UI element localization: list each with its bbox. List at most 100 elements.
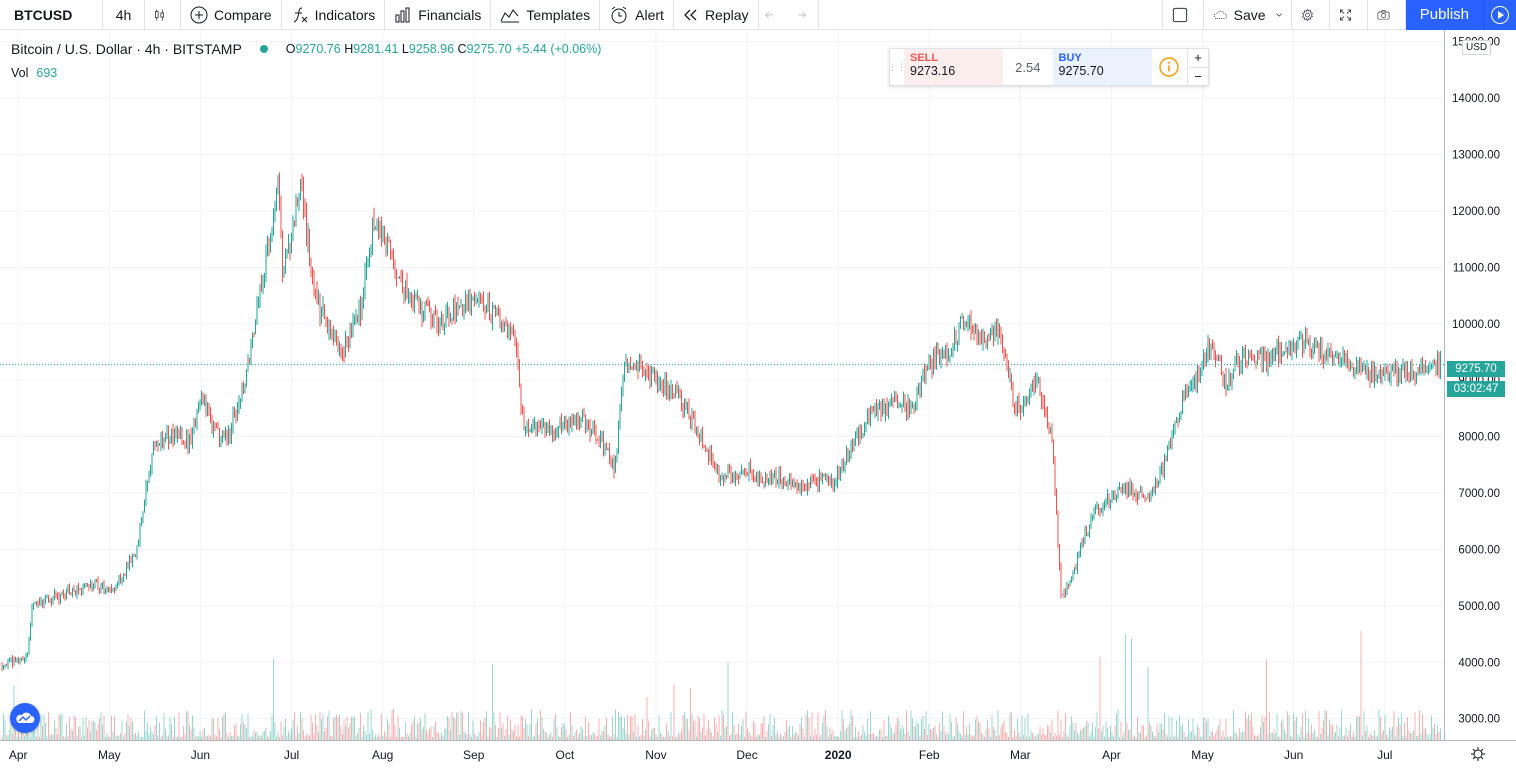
- chart-legend: Bitcoin / U.S. Dollar · 4h · BITSTAMP O9…: [11, 41, 601, 57]
- symbol-search[interactable]: BTCUSD: [0, 0, 103, 30]
- volume-bars: [1, 630, 1441, 740]
- time-tick-label: Dec: [736, 748, 757, 762]
- sell-button[interactable]: SELL 9273.16: [904, 49, 1004, 85]
- redo-button[interactable]: [789, 0, 819, 30]
- rewind-icon: [684, 9, 697, 20]
- time-tick-label: Apr: [9, 748, 28, 762]
- financials-button[interactable]: Financials: [385, 0, 492, 30]
- time-tick-label: 2020: [825, 748, 852, 762]
- save-button[interactable]: Save: [1204, 0, 1292, 30]
- low-value: 9258.96: [408, 42, 455, 56]
- gear-icon: [1301, 8, 1313, 21]
- price-tick-label: 13000.00: [1452, 149, 1500, 161]
- increase-button[interactable]: +: [1188, 49, 1208, 68]
- price-tick-label: 10000.00: [1452, 319, 1500, 331]
- templates-button[interactable]: Templates: [491, 0, 601, 30]
- time-tick-label: May: [98, 748, 121, 762]
- chart-grid: [0, 30, 1444, 740]
- alarm-clock-icon: [611, 6, 627, 23]
- camera-icon: [1377, 9, 1390, 19]
- interval-label: 4h: [115, 6, 132, 23]
- sell-price: 9273.16: [910, 64, 956, 78]
- save-label: Save: [1233, 6, 1266, 23]
- snapshot-button[interactable]: [1368, 0, 1406, 30]
- replay-label: Replay: [704, 6, 749, 23]
- currency-label[interactable]: USD: [1462, 40, 1492, 55]
- bar-chart-icon: [395, 7, 410, 22]
- volume-value: 693: [36, 66, 58, 80]
- close-label: C: [457, 42, 467, 56]
- info-button[interactable]: [1152, 49, 1188, 85]
- time-tick-label: Aug: [372, 748, 393, 762]
- spread-value: 2.54: [1015, 59, 1041, 75]
- info-icon: [1159, 57, 1180, 77]
- price-chart[interactable]: 3000.00 4000.00 5000.00 6000.00 7000.00 8000.…: [0, 30, 1516, 768]
- indicators-label: Indicators: [314, 6, 376, 23]
- financials-label: Financials: [418, 6, 482, 23]
- chart-style-button[interactable]: [145, 0, 181, 30]
- price-tick-label: 4000.00: [1458, 657, 1500, 669]
- price-tick-label: 6000.00: [1458, 544, 1500, 556]
- publish-button[interactable]: Publish: [1405, 0, 1483, 30]
- price-tick-label: 5000.00: [1458, 601, 1500, 613]
- close-value: 9275.70: [466, 42, 512, 56]
- function-icon: [293, 7, 307, 22]
- buy-button[interactable]: BUY 9275.70: [1052, 49, 1152, 85]
- cloud-chart-icon: [16, 712, 35, 723]
- time-tick-label: May: [1191, 748, 1214, 762]
- decrease-button[interactable]: −: [1194, 68, 1202, 84]
- replay-button[interactable]: Replay: [674, 0, 759, 30]
- alert-button[interactable]: Alert: [600, 0, 674, 30]
- buy-price: 9275.70: [1058, 64, 1104, 78]
- symbol-title[interactable]: Bitcoin / U.S. Dollar · 4h · BITSTAMP: [11, 41, 242, 57]
- time-tick-label: Oct: [556, 748, 575, 762]
- play-circle-icon: [1491, 5, 1509, 24]
- redo-icon: [797, 11, 806, 18]
- price-tick-label: 7000.00: [1458, 488, 1500, 500]
- ohlc-values: O9270.76 H9281.41 L9258.96 C9275.70 +5.4…: [286, 42, 602, 56]
- time-tick-label: Jul: [284, 748, 299, 762]
- price-tick-label: 11000.00: [1453, 262, 1500, 274]
- open-label: O: [285, 42, 296, 56]
- time-axis-labels: Apr May Jun Jul Aug Sep Oct Nov Dec 2020 Feb Mar Apr…: [9, 748, 1393, 762]
- volume-legend: Vol 693: [11, 66, 57, 80]
- compare-button[interactable]: Compare: [181, 0, 282, 30]
- layout-button[interactable]: [1161, 0, 1204, 30]
- settings-button[interactable]: [1292, 0, 1330, 30]
- templates-label: Templates: [526, 6, 591, 23]
- low-label: L: [401, 42, 409, 56]
- time-tick-label: Nov: [645, 748, 666, 762]
- time-axis-settings-icon[interactable]: [1471, 747, 1485, 761]
- volume-label: Vol: [11, 66, 29, 80]
- chevron-down-icon: [1275, 13, 1282, 17]
- square-icon: [1172, 7, 1187, 22]
- quantity-stepper: + −: [1187, 49, 1208, 85]
- cloud-icon: [1213, 10, 1227, 19]
- sell-label: SELL: [910, 52, 939, 64]
- high-label: H: [344, 42, 354, 56]
- time-tick-label: Apr: [1102, 748, 1121, 762]
- top-toolbar: BTCUSD 4h Compare Indicators Financials …: [0, 0, 1516, 30]
- price-tick-label: 3000.00: [1458, 714, 1500, 726]
- time-tick-label: Jul: [1377, 748, 1392, 762]
- tradingview-logo[interactable]: [10, 703, 40, 733]
- interval-button[interactable]: 4h: [103, 0, 145, 30]
- fullscreen-button[interactable]: [1330, 0, 1368, 30]
- drag-handle-icon[interactable]: ⋮⋮: [888, 61, 906, 72]
- compare-label: Compare: [214, 6, 272, 23]
- time-scale[interactable]: [0, 740, 1516, 768]
- candles-icon: [155, 9, 164, 20]
- time-tick-label: Mar: [1010, 748, 1031, 762]
- undo-button[interactable]: [759, 0, 789, 30]
- market-status-icon: [259, 45, 268, 53]
- time-tick-label: Jun: [1284, 748, 1303, 762]
- symbol-label: BTCUSD: [14, 6, 73, 23]
- undo-icon: [764, 11, 773, 18]
- toolbar-right: Save Publish: [1161, 0, 1516, 30]
- time-tick-label: Feb: [919, 748, 940, 762]
- change-value: +5.44 (+0.06%): [515, 42, 602, 56]
- fullscreen-icon: [1339, 9, 1351, 20]
- price-scale[interactable]: [1444, 30, 1516, 768]
- indicators-button[interactable]: Indicators: [282, 0, 386, 30]
- publish-options-button[interactable]: [1483, 0, 1516, 30]
